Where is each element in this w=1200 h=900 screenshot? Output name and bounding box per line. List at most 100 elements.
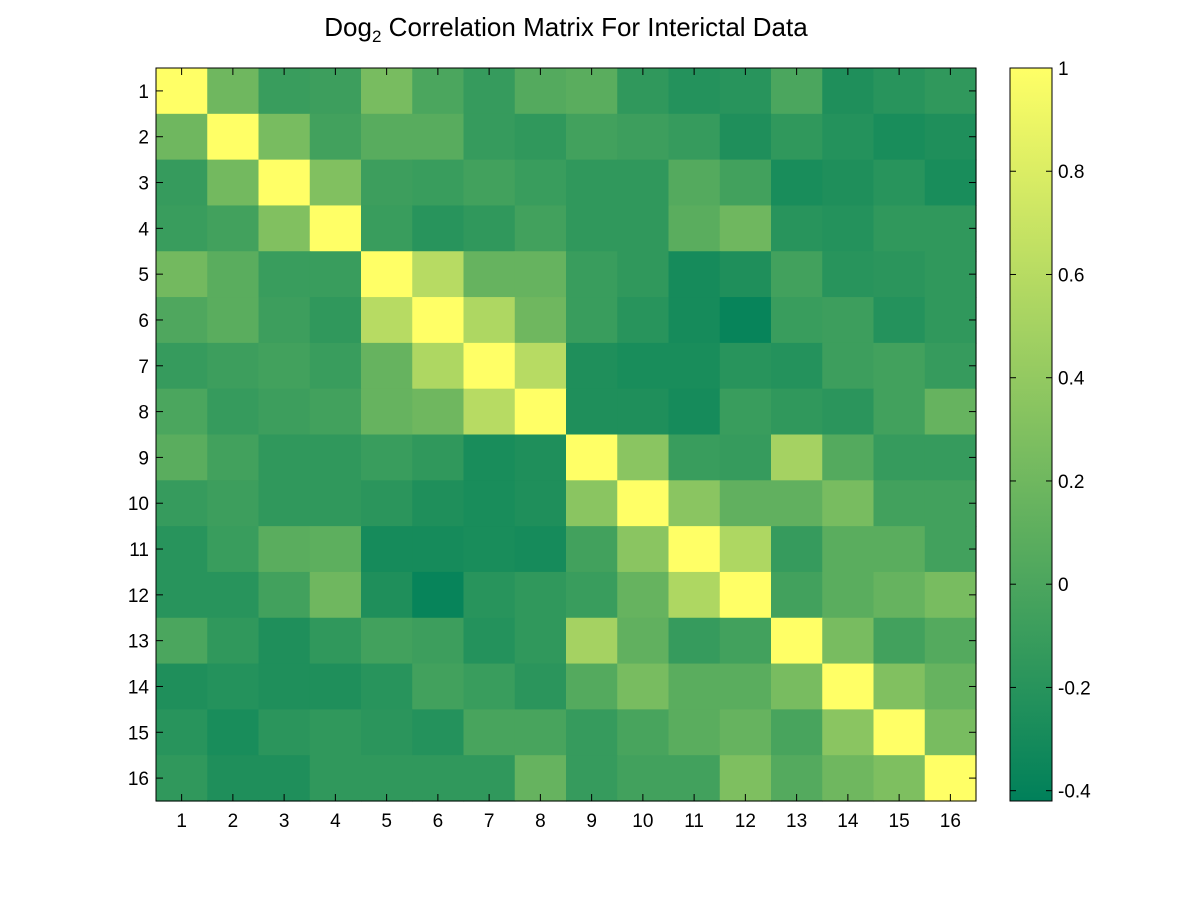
heatmap-cell-r2-c12 xyxy=(719,113,772,161)
heatmap-cell-r14-c2 xyxy=(207,663,260,710)
heatmap-cell-r12-c2 xyxy=(207,571,260,619)
heatmap-cell-r10-c4 xyxy=(309,480,362,527)
heatmap-cell-r14-c8 xyxy=(514,663,567,710)
heatmap-cell-r7-c12 xyxy=(719,342,772,390)
heatmap-cell-r8-c9 xyxy=(566,388,618,436)
heatmap-cell-r8-c8 xyxy=(514,388,567,436)
heatmap-cell-r6-c6 xyxy=(412,297,465,344)
heatmap-cell-r11-c7 xyxy=(463,526,516,573)
heatmap-cell-r16-c4 xyxy=(309,755,362,802)
heatmap-cell-r12-c16 xyxy=(924,571,977,619)
heatmap-cell-r1-c13 xyxy=(771,68,823,115)
heatmap-cell-r16-c13 xyxy=(771,755,823,802)
heatmap-cell-r10-c5 xyxy=(361,480,413,527)
heatmap-cell-r9-c10 xyxy=(617,434,670,481)
heatmap-cell-r4-c16 xyxy=(924,205,977,252)
colorbar: -0.4 -0.2 0 0.2 0.4 0.6 0.8 1 xyxy=(1009,59,1091,803)
heatmap-cell-r14-c5 xyxy=(361,663,413,710)
heatmap-cell-r1-c15 xyxy=(873,68,926,115)
heatmap-cell-r8-c7 xyxy=(463,388,516,436)
heatmap-cell-r5-c11 xyxy=(668,251,721,298)
heatmap-cell-r3-c14 xyxy=(822,159,875,207)
heatmap-cell-r15-c8 xyxy=(514,709,567,756)
heatmap-cell-r15-c10 xyxy=(617,709,670,756)
heatmap-cell-r7-c3 xyxy=(258,342,311,390)
heatmap-cell-r13-c8 xyxy=(514,617,567,665)
y-tick-label: 7 xyxy=(138,357,149,378)
heatmap-cell-r4-c7 xyxy=(463,205,516,252)
heatmap-cell-r4-c11 xyxy=(668,205,721,252)
heatmap-cell-r14-c11 xyxy=(668,663,721,710)
heatmap-cell-r11-c8 xyxy=(514,526,567,573)
heatmap-cell-r14-c9 xyxy=(566,663,618,710)
chart-title: Dog2 Correlation Matrix For Interictal D… xyxy=(156,12,976,47)
y-tick-label: 3 xyxy=(138,174,149,195)
heatmap-cell-r13-c7 xyxy=(463,617,516,665)
heatmap-cell-r12-c10 xyxy=(617,571,670,619)
heatmap-cell-r16-c16 xyxy=(924,755,977,802)
heatmap-cell-r1-c7 xyxy=(463,68,516,115)
heatmap-cell-r6-c16 xyxy=(924,297,977,344)
heatmap-cell-r6-c3 xyxy=(258,297,311,344)
heatmap-cell-r2-c2 xyxy=(207,113,260,161)
heatmap-cell-r2-c10 xyxy=(617,113,670,161)
heatmap-cell-r15-c5 xyxy=(361,709,413,756)
heatmap-cell-r15-c13 xyxy=(771,709,823,756)
heatmap-cell-r6-c2 xyxy=(207,297,260,344)
heatmap-cell-r2-c7 xyxy=(463,113,516,161)
heatmap-cell-r3-c5 xyxy=(361,159,413,207)
heatmap-cell-r11-c14 xyxy=(822,526,875,573)
heatmap-cell-r15-c16 xyxy=(924,709,977,756)
heatmap-cell-r4-c5 xyxy=(361,205,413,252)
heatmap-cell-r7-c16 xyxy=(924,342,977,390)
heatmap-cell-r11-c16 xyxy=(924,526,977,573)
heatmap-cell-r16-c6 xyxy=(412,755,465,802)
heatmap-cell-r1-c9 xyxy=(566,68,618,115)
y-tick-label: 16 xyxy=(128,769,149,790)
heatmap-cell-r3-c16 xyxy=(924,159,977,207)
heatmap-cell-r13-c3 xyxy=(258,617,311,665)
heatmap-cell-r14-c12 xyxy=(719,663,772,710)
heatmap-cell-r13-c13 xyxy=(771,617,823,665)
heatmap-cell-r11-c11 xyxy=(668,526,721,573)
chart-title-main: Dog xyxy=(324,12,372,42)
heatmap-cell-r8-c11 xyxy=(668,388,721,436)
heatmap-cell-r7-c13 xyxy=(771,342,823,390)
x-tick-label: 9 xyxy=(586,811,597,832)
heatmap-cell-r4-c1 xyxy=(156,205,208,252)
heatmap-cell-r13-c9 xyxy=(566,617,618,665)
heatmap-cell-r13-c6 xyxy=(412,617,465,665)
heatmap-cell-r5-c9 xyxy=(566,251,618,298)
x-tick-label: 16 xyxy=(940,811,961,832)
heatmap-cell-r1-c1 xyxy=(156,68,208,115)
heatmap-cell-r6-c9 xyxy=(566,297,618,344)
heatmap-cell-r2-c4 xyxy=(309,113,362,161)
heatmap-cell-r1-c6 xyxy=(412,68,465,115)
heatmap-cell-r9-c14 xyxy=(822,434,875,481)
heatmap-cell-r7-c11 xyxy=(668,342,721,390)
heatmap-cell-r2-c1 xyxy=(156,113,208,161)
y-tick-label: 1 xyxy=(138,82,149,103)
heatmap-cell-r10-c7 xyxy=(463,480,516,527)
heatmap-cell-r10-c6 xyxy=(412,480,465,527)
heatmap-cell-r10-c12 xyxy=(719,480,772,527)
heatmap-cell-r12-c1 xyxy=(156,571,208,619)
x-tick-label: 13 xyxy=(786,811,807,832)
heatmap-cell-r16-c9 xyxy=(566,755,618,802)
heatmap-cell-r16-c15 xyxy=(873,755,926,802)
heatmap-cell-r11-c1 xyxy=(156,526,208,573)
heatmap-cell-r15-c3 xyxy=(258,709,311,756)
heatmap-cell-r16-c1 xyxy=(156,755,208,802)
heatmap-cell-r3-c4 xyxy=(309,159,362,207)
heatmap-cell-r7-c2 xyxy=(207,342,260,390)
heatmap-cell-r16-c10 xyxy=(617,755,670,802)
heatmap-cell-r7-c5 xyxy=(361,342,413,390)
heatmap-cell-r14-c14 xyxy=(822,663,875,710)
heatmap-cell-r2-c3 xyxy=(258,113,311,161)
heatmap-cell-r11-c10 xyxy=(617,526,670,573)
heatmap-cell-r10-c16 xyxy=(924,480,977,527)
heatmap-cell-r10-c14 xyxy=(822,480,875,527)
heatmap-cell-r6-c4 xyxy=(309,297,362,344)
heatmap-cell-r7-c14 xyxy=(822,342,875,390)
colorbar-tick-label: 1 xyxy=(1058,59,1069,80)
